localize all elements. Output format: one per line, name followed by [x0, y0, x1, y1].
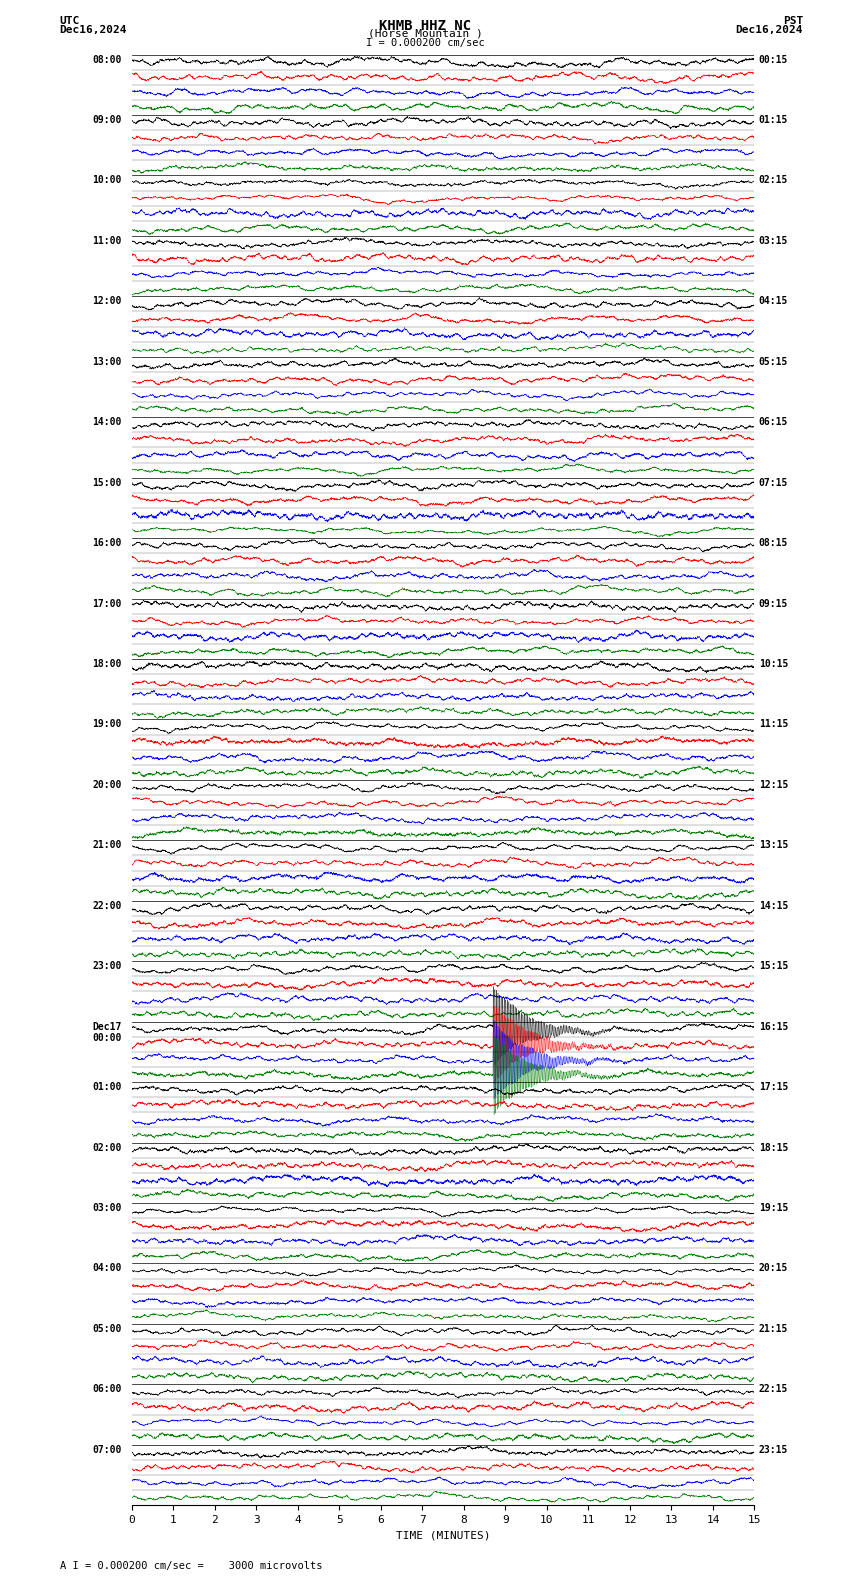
Text: 00:15: 00:15 — [759, 54, 788, 65]
Text: 21:00: 21:00 — [92, 841, 122, 851]
Text: 17:00: 17:00 — [92, 599, 122, 608]
Text: (Horse Mountain ): (Horse Mountain ) — [367, 29, 483, 38]
X-axis label: TIME (MINUTES): TIME (MINUTES) — [396, 1530, 490, 1541]
Text: 04:15: 04:15 — [759, 296, 788, 306]
Text: 14:00: 14:00 — [92, 417, 122, 428]
Text: 02:00: 02:00 — [92, 1142, 122, 1153]
Text: 23:00: 23:00 — [92, 961, 122, 971]
Text: 18:15: 18:15 — [759, 1142, 788, 1153]
Text: 11:15: 11:15 — [759, 719, 788, 730]
Text: 03:15: 03:15 — [759, 236, 788, 246]
Text: 08:00: 08:00 — [92, 54, 122, 65]
Text: 12:15: 12:15 — [759, 779, 788, 790]
Text: 07:15: 07:15 — [759, 478, 788, 488]
Text: 16:00: 16:00 — [92, 539, 122, 548]
Text: 06:00: 06:00 — [92, 1384, 122, 1394]
Text: 04:00: 04:00 — [92, 1264, 122, 1274]
Text: 22:00: 22:00 — [92, 901, 122, 911]
Text: 20:00: 20:00 — [92, 779, 122, 790]
Text: 16:15: 16:15 — [759, 1022, 788, 1031]
Text: 09:15: 09:15 — [759, 599, 788, 608]
Text: UTC: UTC — [60, 16, 80, 25]
Text: 19:00: 19:00 — [92, 719, 122, 730]
Text: Dec17
00:00: Dec17 00:00 — [92, 1022, 122, 1044]
Text: 03:00: 03:00 — [92, 1202, 122, 1213]
Text: 10:00: 10:00 — [92, 176, 122, 185]
Text: Dec16,2024: Dec16,2024 — [60, 25, 127, 35]
Text: 12:00: 12:00 — [92, 296, 122, 306]
Text: 01:00: 01:00 — [92, 1082, 122, 1091]
Text: 20:15: 20:15 — [759, 1264, 788, 1274]
Text: PST: PST — [783, 16, 803, 25]
Text: Dec16,2024: Dec16,2024 — [736, 25, 803, 35]
Text: 19:15: 19:15 — [759, 1202, 788, 1213]
Text: 18:00: 18:00 — [92, 659, 122, 668]
Text: 11:00: 11:00 — [92, 236, 122, 246]
Text: 13:00: 13:00 — [92, 356, 122, 367]
Text: I = 0.000200 cm/sec: I = 0.000200 cm/sec — [366, 38, 484, 48]
Text: 09:00: 09:00 — [92, 116, 122, 125]
Text: 15:15: 15:15 — [759, 961, 788, 971]
Text: 15:00: 15:00 — [92, 478, 122, 488]
Text: 23:15: 23:15 — [759, 1445, 788, 1454]
Text: 05:15: 05:15 — [759, 356, 788, 367]
Text: 05:00: 05:00 — [92, 1324, 122, 1334]
Text: 21:15: 21:15 — [759, 1324, 788, 1334]
Text: 14:15: 14:15 — [759, 901, 788, 911]
Text: 01:15: 01:15 — [759, 116, 788, 125]
Text: 17:15: 17:15 — [759, 1082, 788, 1091]
Text: 07:00: 07:00 — [92, 1445, 122, 1454]
Text: 10:15: 10:15 — [759, 659, 788, 668]
Text: 06:15: 06:15 — [759, 417, 788, 428]
Text: KHMB HHZ NC: KHMB HHZ NC — [379, 19, 471, 33]
Text: 13:15: 13:15 — [759, 841, 788, 851]
Text: 22:15: 22:15 — [759, 1384, 788, 1394]
Text: 08:15: 08:15 — [759, 539, 788, 548]
Text: A I = 0.000200 cm/sec =    3000 microvolts: A I = 0.000200 cm/sec = 3000 microvolts — [60, 1562, 322, 1571]
Text: 02:15: 02:15 — [759, 176, 788, 185]
